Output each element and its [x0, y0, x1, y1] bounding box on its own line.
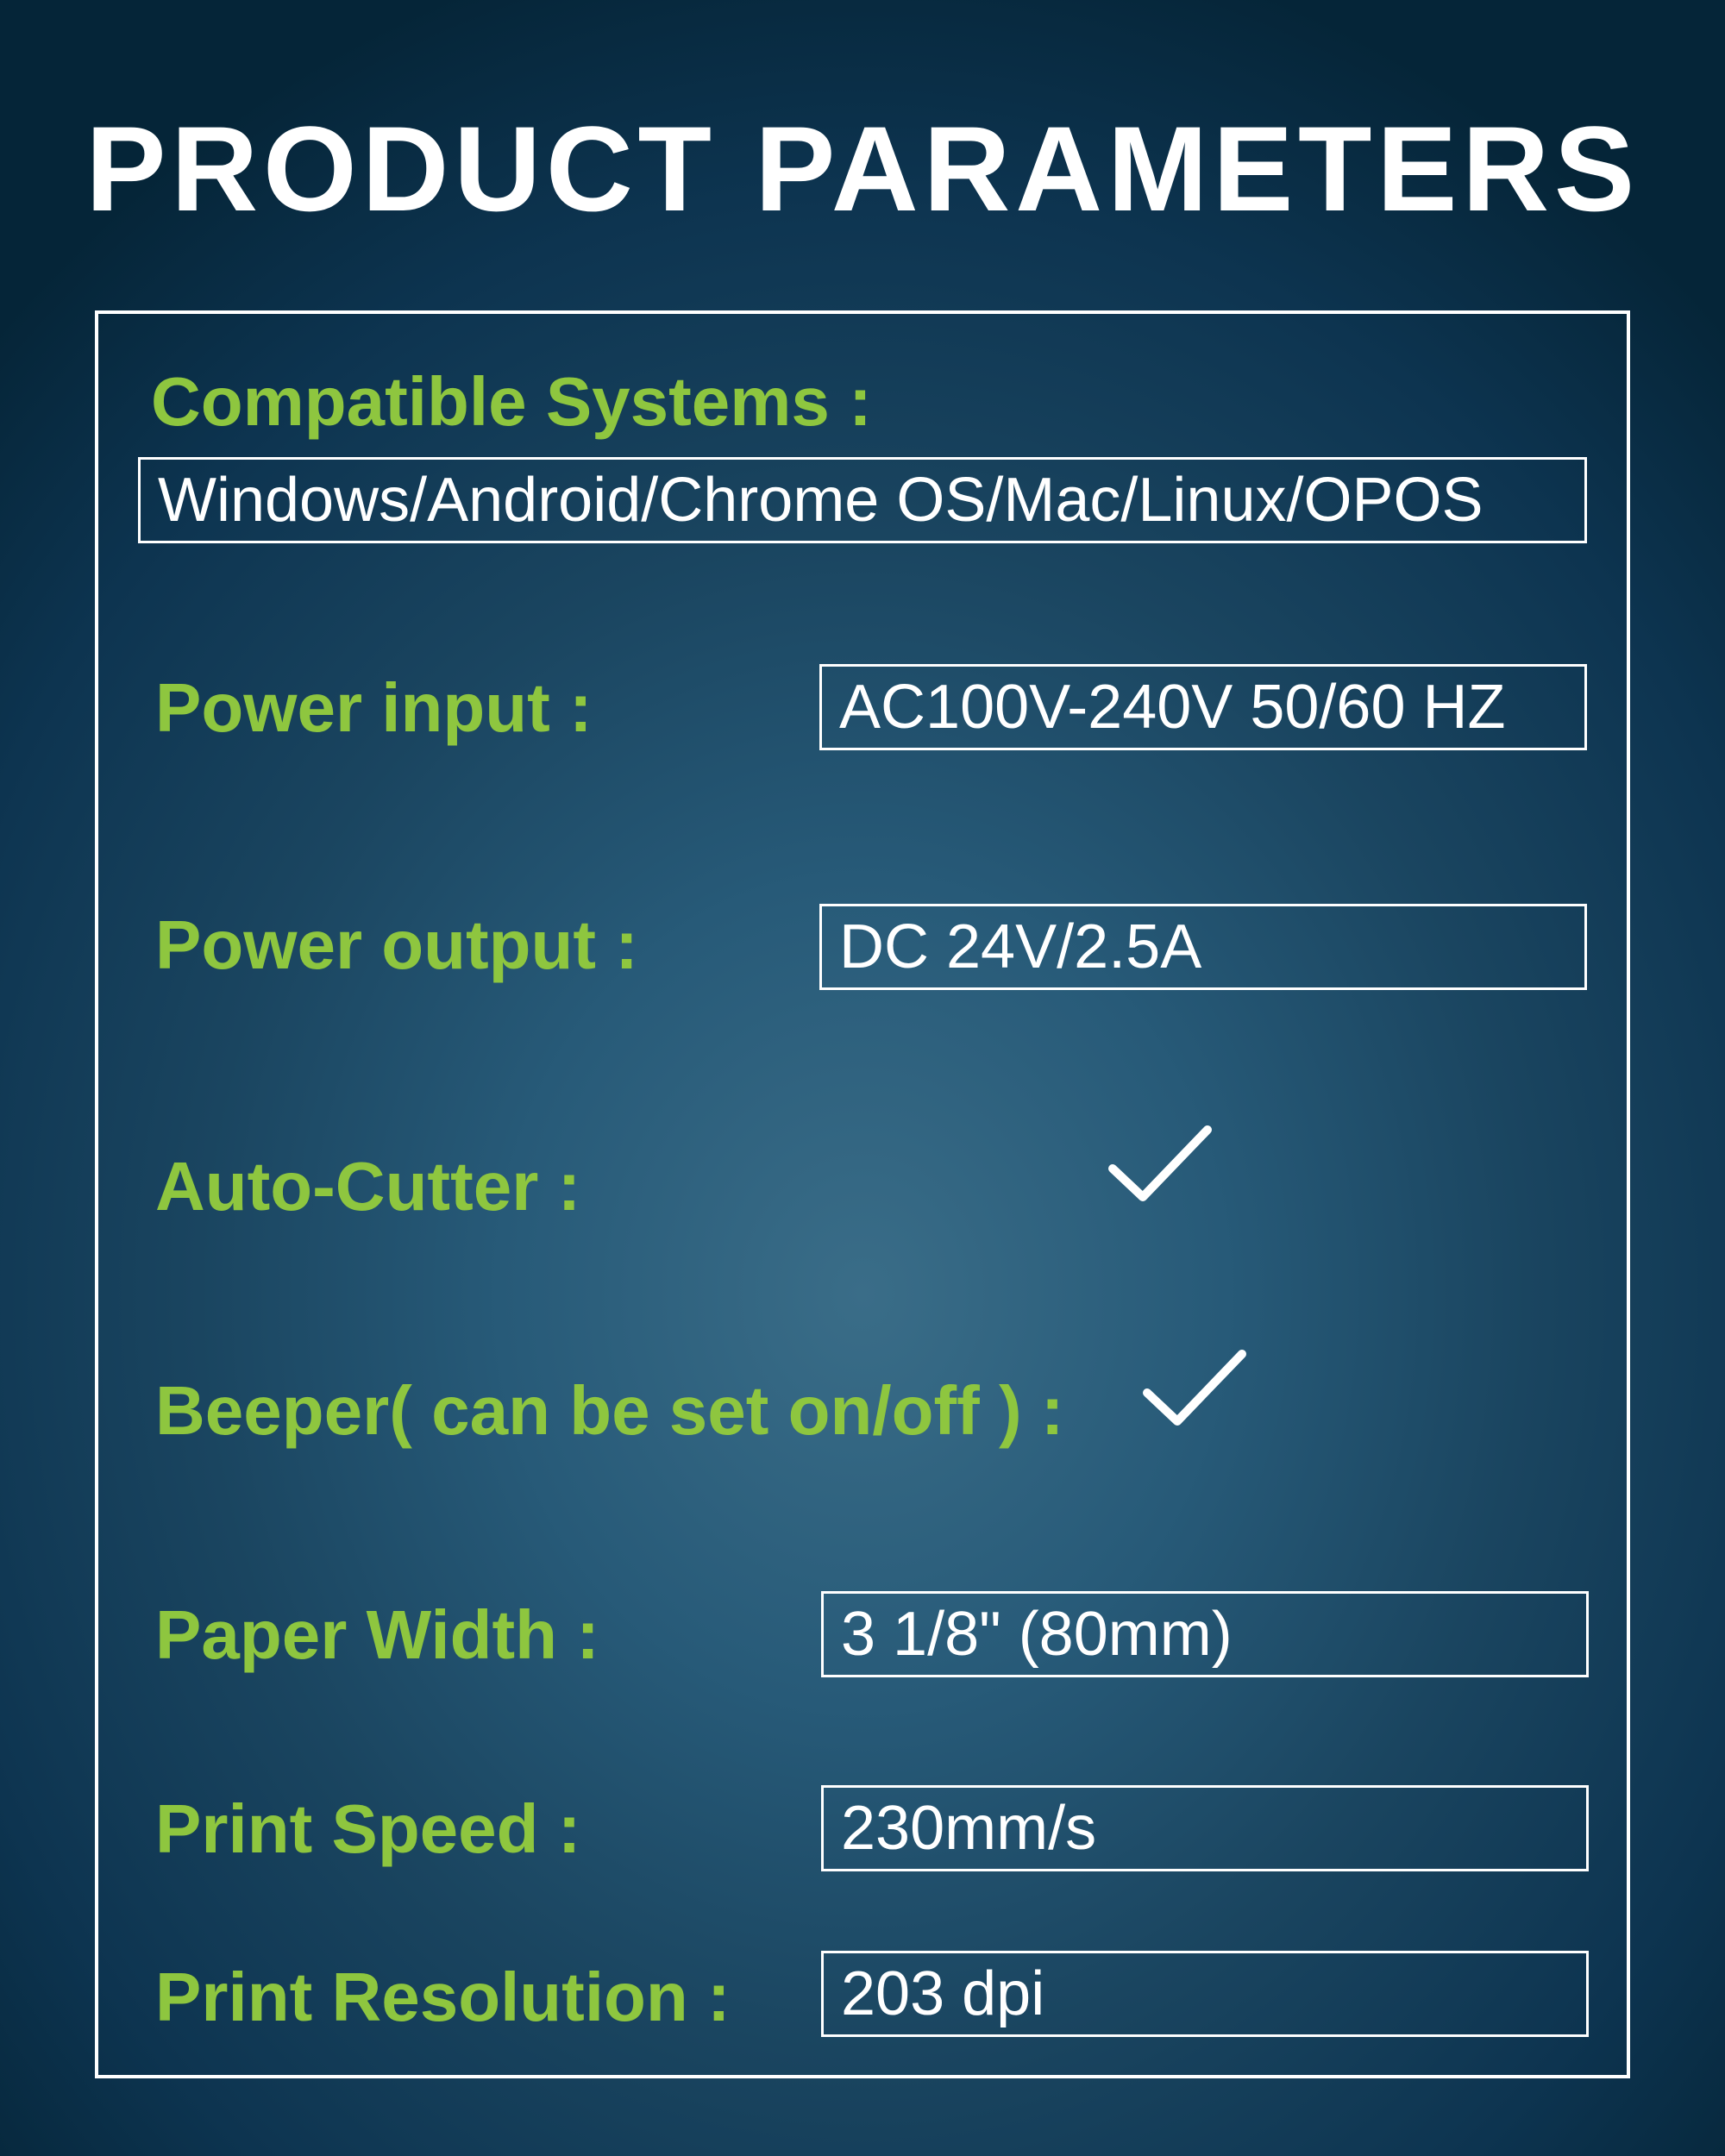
- value-power-input-text: AC100V-240V 50/60 HZ: [839, 672, 1506, 743]
- value-paper-width: 3 1/8" (80mm): [821, 1591, 1589, 1677]
- label-beeper: Beeper( can be set on/off ) :: [155, 1371, 1063, 1451]
- value-power-input: AC100V-240V 50/60 HZ: [819, 664, 1587, 750]
- value-compatible-systems: Windows/Android/Chrome OS/Mac/Linux/OPOS: [138, 457, 1587, 543]
- check-icon-auto-cutter: [1104, 1121, 1216, 1207]
- value-print-speed-text: 230mm/s: [841, 1793, 1096, 1864]
- label-power-output: Power output :: [155, 906, 638, 985]
- value-print-resolution: 203 dpi: [821, 1951, 1589, 2037]
- check-icon-beeper: [1138, 1345, 1251, 1432]
- value-power-output-text: DC 24V/2.5A: [839, 912, 1201, 982]
- label-print-resolution: Print Resolution :: [155, 1958, 731, 2037]
- label-paper-width: Paper Width :: [155, 1595, 599, 1675]
- value-power-output: DC 24V/2.5A: [819, 904, 1587, 990]
- value-print-speed: 230mm/s: [821, 1785, 1589, 1871]
- value-paper-width-text: 3 1/8" (80mm): [841, 1599, 1233, 1670]
- value-compatible-systems-text: Windows/Android/Chrome OS/Mac/Linux/OPOS: [158, 465, 1484, 536]
- label-print-speed: Print Speed :: [155, 1789, 580, 1869]
- value-print-resolution-text: 203 dpi: [841, 1959, 1044, 2029]
- label-power-input: Power input :: [155, 668, 593, 748]
- label-auto-cutter: Auto-Cutter :: [155, 1147, 580, 1226]
- page-title: PRODUCT PARAMETERS: [0, 99, 1725, 239]
- label-compatible-systems: Compatible Systems :: [151, 362, 872, 442]
